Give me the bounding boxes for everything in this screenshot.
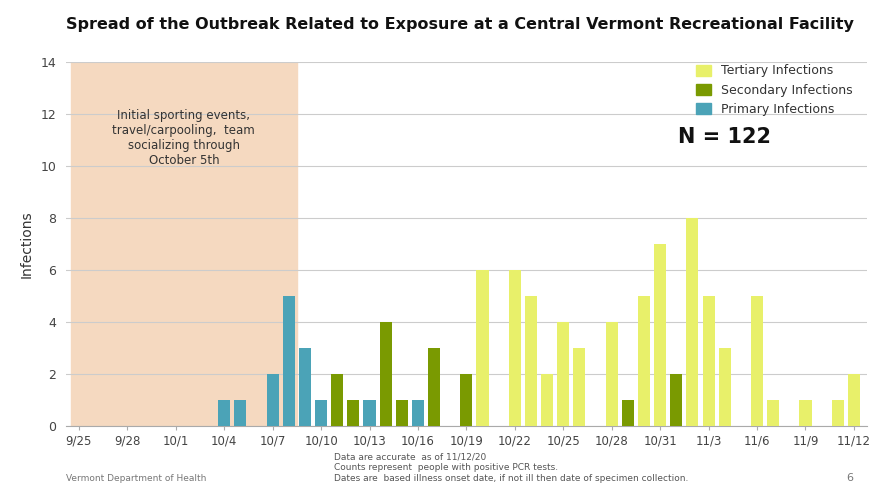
Text: Vermont Department of Health: Vermont Department of Health: [66, 474, 207, 483]
Text: Data are accurate  as of 11/12/20
Counts represent  people with positive PCR tes: Data are accurate as of 11/12/20 Counts …: [334, 453, 689, 483]
Bar: [412, 400, 424, 426]
Bar: [574, 347, 585, 426]
Bar: [751, 296, 763, 426]
Bar: [267, 374, 279, 426]
Bar: [686, 218, 699, 426]
Bar: [348, 400, 359, 426]
Bar: [315, 400, 327, 426]
Bar: [767, 400, 779, 426]
Bar: [622, 400, 634, 426]
Bar: [379, 322, 392, 426]
Bar: [702, 296, 715, 426]
Bar: [671, 374, 682, 426]
Legend: Tertiary Infections, Secondary Infections, Primary Infections: Tertiary Infections, Secondary Infection…: [696, 64, 853, 116]
Bar: [363, 400, 376, 426]
Bar: [509, 270, 521, 426]
Bar: [234, 400, 246, 426]
Y-axis label: Infections: Infections: [19, 210, 33, 278]
Bar: [460, 374, 473, 426]
Bar: [638, 296, 650, 426]
Bar: [605, 322, 618, 426]
Bar: [541, 374, 554, 426]
Text: Initial sporting events,
travel/carpooling,  team
socializing through
October 5t: Initial sporting events, travel/carpooli…: [113, 109, 255, 167]
Bar: [557, 322, 569, 426]
Bar: [799, 400, 811, 426]
Text: N = 122: N = 122: [678, 127, 771, 147]
Bar: [396, 400, 407, 426]
Bar: [476, 270, 488, 426]
Text: 6: 6: [847, 473, 854, 483]
Bar: [832, 400, 844, 426]
Bar: [282, 296, 295, 426]
Bar: [71, 62, 297, 426]
Bar: [525, 296, 537, 426]
Bar: [218, 400, 231, 426]
Bar: [331, 374, 343, 426]
Bar: [299, 347, 311, 426]
Text: Spread of the Outbreak Related to Exposure at a Central Vermont Recreational Fac: Spread of the Outbreak Related to Exposu…: [66, 17, 854, 32]
Bar: [654, 244, 666, 426]
Bar: [428, 347, 440, 426]
Bar: [847, 374, 860, 426]
Bar: [719, 347, 730, 426]
